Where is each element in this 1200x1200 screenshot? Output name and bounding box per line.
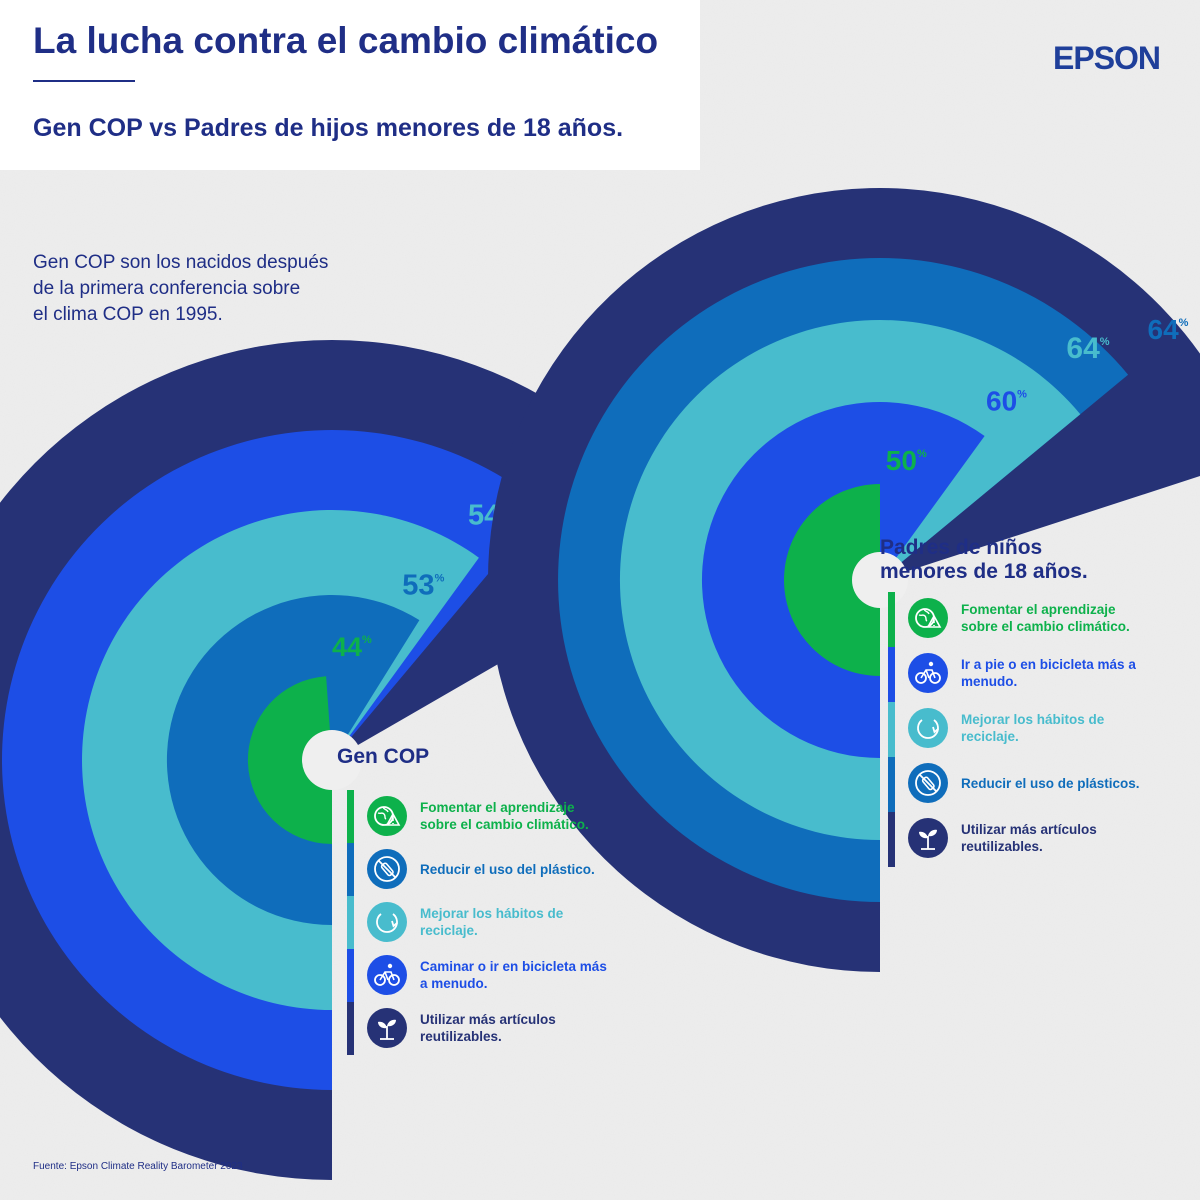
- no-plastic-icon: [908, 763, 948, 803]
- center-hole-gen-cop: [302, 730, 362, 790]
- plant-icon: [908, 818, 948, 858]
- value-number-gen-cop-1: 53: [402, 569, 434, 601]
- legend-label-gen-cop-0: Fomentar el aprendizaje sobre el cambio …: [420, 800, 589, 832]
- legend-item-gen-cop-3: Caminar o ir en bicicleta más a menudo.: [367, 955, 610, 995]
- intro-line-3: el clima COP en 1995.: [33, 304, 223, 325]
- intro-note: Gen COP son los nacidos después de la pr…: [33, 250, 373, 328]
- legend-item-padres-4: Utilizar más artículos reutilizables.: [908, 818, 1151, 858]
- legend-item-padres-1: Ir a pie o en bicicleta más a menudo.: [908, 653, 1151, 693]
- value-label-padres-0: 50%: [886, 445, 927, 476]
- value-label-gen-cop-1: 53%: [402, 569, 444, 601]
- legend-bar-gen-cop-4: [347, 1002, 354, 1055]
- globe-alert-icon: [908, 598, 948, 638]
- value-number-padres-3: 64: [1148, 314, 1180, 345]
- bicycle-icon: [367, 955, 407, 995]
- legend-bar-padres-4: [888, 812, 895, 867]
- value-unit-padres-0: %: [917, 448, 927, 460]
- arc-gen-cop-0: [247, 676, 332, 845]
- value-unit-gen-cop-0: %: [362, 634, 372, 646]
- legend-item-gen-cop-1: Reducir el uso del plástico.: [367, 849, 610, 889]
- recycle-icon: [908, 708, 948, 748]
- title-divider: [33, 80, 135, 82]
- legend-item-gen-cop-0: Fomentar el aprendizaje sobre el cambio …: [367, 796, 610, 836]
- epson-logo: EPSON: [1053, 40, 1161, 76]
- globe-alert-icon: [367, 796, 407, 836]
- page-subtitle: Gen COP vs Padres de hijos menores de 18…: [33, 114, 624, 142]
- value-unit-padres-2: %: [1100, 336, 1110, 348]
- legend-bar-gen-cop-1: [347, 843, 354, 896]
- legend-item-padres-2: Mejorar los hábitos de reciclaje.: [908, 708, 1151, 748]
- value-number-padres-1: 60: [986, 385, 1017, 416]
- intro-line-2: de la primera conferencia sobre: [33, 278, 301, 299]
- value-unit-padres-3: %: [1179, 317, 1189, 329]
- value-label-padres-1: 60%: [986, 385, 1027, 416]
- chart-title-padres: Padres de niños menores de 18 años.: [880, 536, 1120, 584]
- value-number-padres-2: 64: [1066, 332, 1100, 365]
- value-unit-gen-cop-1: %: [435, 572, 445, 584]
- legend-bar-padres-1: [888, 647, 895, 702]
- page-title: La lucha contra el cambio climático: [33, 20, 659, 61]
- intro-line-1: Gen COP son los nacidos después: [33, 252, 329, 273]
- value-number-padres-0: 50: [886, 445, 917, 476]
- legend-label-padres-4: Utilizar más artículos reutilizables.: [961, 822, 1097, 854]
- value-unit-padres-1: %: [1017, 388, 1027, 400]
- legend-item-gen-cop-2: Mejorar los hábitos de reciclaje.: [367, 902, 610, 942]
- legend-item-padres-0: Fomentar el aprendizaje sobre el cambio …: [908, 598, 1151, 638]
- legend-label-padres-2: Mejorar los hábitos de reciclaje.: [961, 712, 1105, 744]
- legend-label-gen-cop-2: Mejorar los hábitos de reciclaje.: [420, 906, 564, 938]
- legend-label-gen-cop-3: Caminar o ir en bicicleta más a menudo.: [420, 959, 607, 991]
- value-number-gen-cop-0: 44: [332, 632, 362, 662]
- legend-label-padres-1: Ir a pie o en bicicleta más a menudo.: [961, 657, 1136, 689]
- recycle-icon: [367, 902, 407, 942]
- legend-bar-padres-3: [888, 757, 895, 812]
- no-plastic-icon: [367, 849, 407, 889]
- legend-label-padres-3: Reducir el uso de plásticos.: [961, 775, 1140, 791]
- plant-icon: [367, 1008, 407, 1048]
- legend-label-gen-cop-4: Utilizar más artículos reutilizables.: [420, 1012, 556, 1044]
- legend-label-gen-cop-1: Reducir el uso del plástico.: [420, 861, 595, 877]
- legend-bar-padres-2: [888, 702, 895, 757]
- arc-padres-0: [784, 484, 880, 676]
- value-label-padres-2: 64%: [1066, 332, 1109, 365]
- chart-padres: 50%60%64%64%70%: [488, 188, 1200, 972]
- header-panel: [0, 0, 700, 170]
- source-note: Fuente: Epson Climate Reality Barometer …: [33, 1161, 243, 1172]
- legend-bar-gen-cop-0: [347, 790, 354, 843]
- chart-title-gen-cop: Gen COP: [337, 745, 430, 768]
- legend-bar-padres-0: [888, 592, 895, 647]
- chart-title-padres-text: Padres de niños menores de 18 años.: [880, 536, 1088, 583]
- legend-item-gen-cop-4: Utilizar más artículos reutilizables.: [367, 1008, 610, 1048]
- legend-bar-gen-cop-3: [347, 949, 354, 1002]
- legend-bar-gen-cop-2: [347, 896, 354, 949]
- value-label-padres-3: 64%: [1148, 314, 1189, 345]
- bicycle-icon: [908, 653, 948, 693]
- value-label-gen-cop-0: 44%: [332, 632, 372, 662]
- legend-label-padres-0: Fomentar el aprendizaje sobre el cambio …: [961, 602, 1130, 634]
- legend-item-padres-3: Reducir el uso de plásticos.: [908, 763, 1151, 803]
